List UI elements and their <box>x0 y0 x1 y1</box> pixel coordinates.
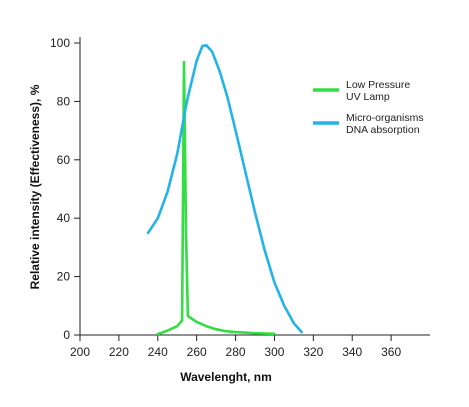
y-tick-label: 60 <box>57 153 71 167</box>
x-tick-label: 320 <box>303 345 323 359</box>
x-tick-label: 360 <box>381 345 401 359</box>
x-tick-label: 200 <box>70 345 90 359</box>
x-axis-title: Wavelenght, nm <box>180 370 272 384</box>
x-tick-label: 280 <box>226 345 246 359</box>
series-line-uv-lamp <box>156 60 276 336</box>
x-tick-label: 300 <box>264 345 284 359</box>
x-tick-label: 340 <box>342 345 362 359</box>
x-tick-label: 220 <box>109 345 129 359</box>
y-tick-label: 100 <box>50 36 70 50</box>
plot-area <box>146 44 303 336</box>
y-tick-label: 40 <box>57 211 71 225</box>
legend-label: Low Pressure <box>346 79 410 91</box>
x-tick-label: 240 <box>148 345 168 359</box>
axes: 200 220 240 260 280 300 320 340 360 0 20 40 60 80 100 <box>50 36 430 359</box>
y-tick-label: 0 <box>63 328 70 342</box>
legend-label: Micro-organisms <box>346 112 424 124</box>
legend-label: UV Lamp <box>346 91 390 103</box>
y-axis-title: Relative intensity (Effectiveness), % <box>28 84 42 289</box>
legend-label: DNA absorption <box>346 124 420 136</box>
series-line-dna-absorption <box>146 44 303 334</box>
y-tick-label: 20 <box>57 270 71 284</box>
y-tick-label: 80 <box>57 94 71 108</box>
x-tick-label: 260 <box>187 345 207 359</box>
